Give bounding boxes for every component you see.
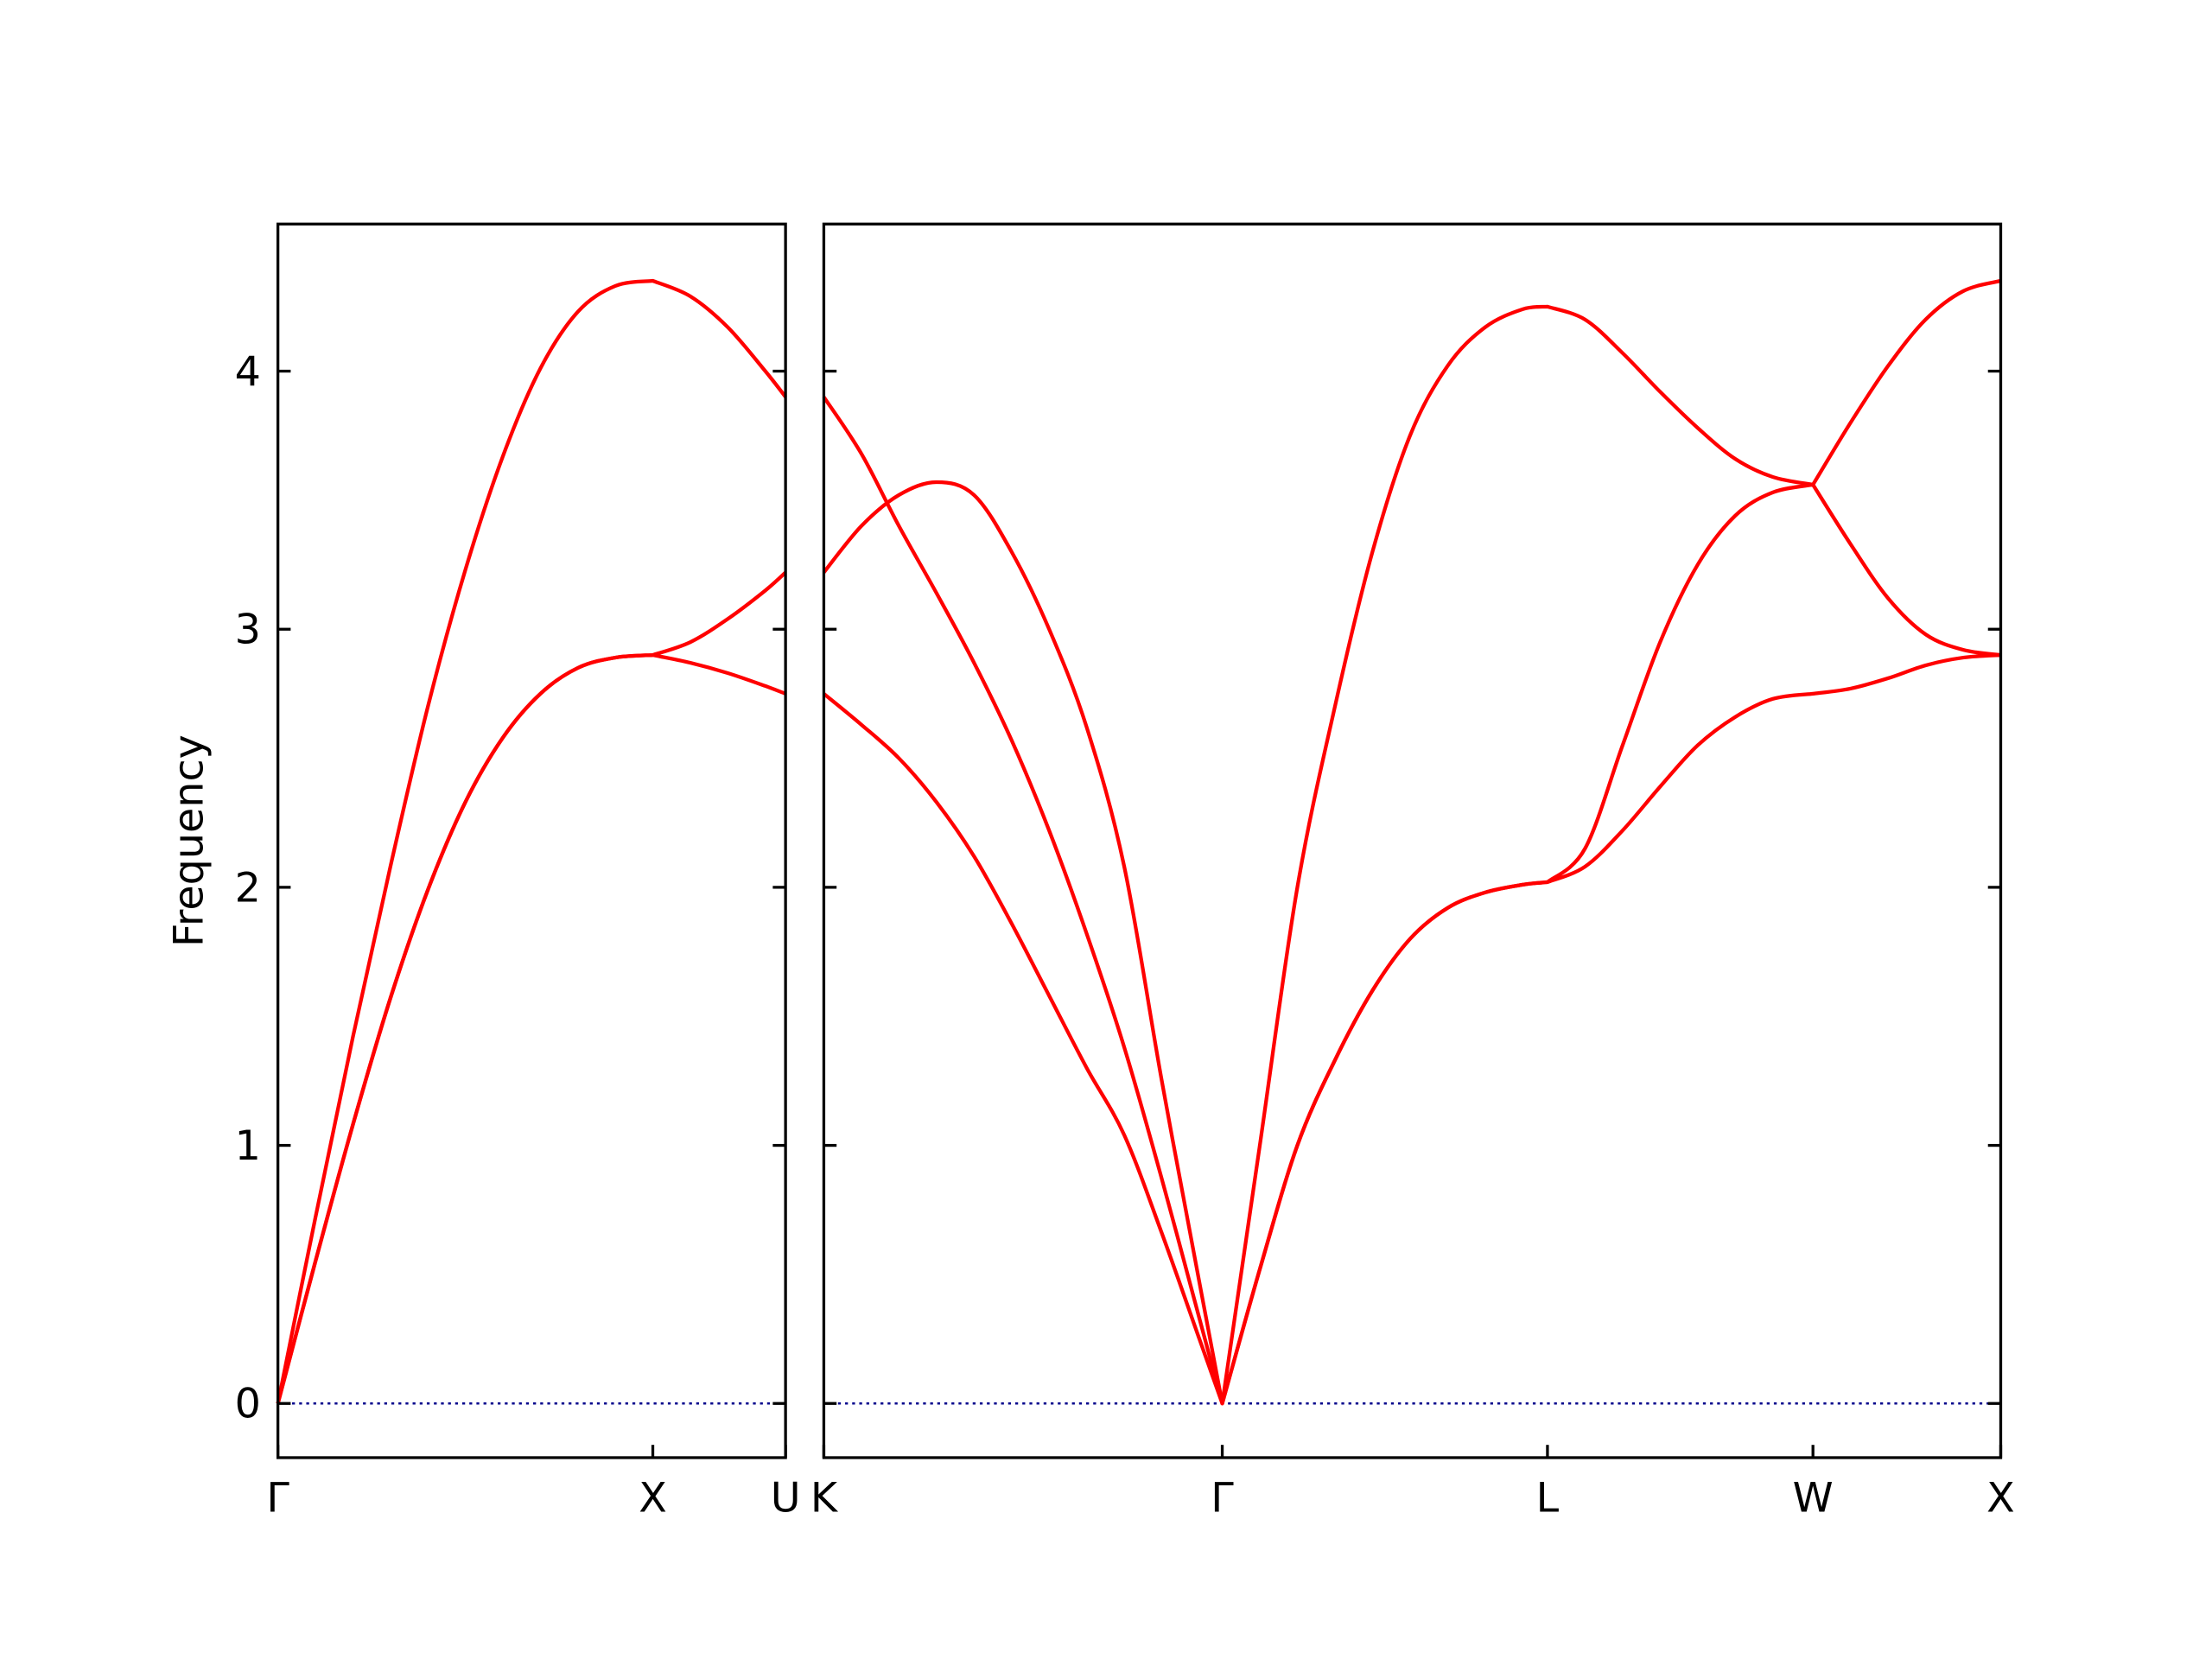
band-line: [823, 652, 2001, 1406]
band-line: [822, 480, 2001, 1406]
band-line: [276, 652, 786, 1404]
band-line: [822, 278, 2002, 1406]
x-tick-label: U: [771, 1474, 801, 1522]
y-tick-label: 2: [235, 864, 261, 912]
y-tick-label: 4: [235, 348, 261, 396]
x-tick-label: Γ: [266, 1474, 289, 1522]
x-tick-label: X: [639, 1474, 667, 1522]
plot-frame: [276, 222, 787, 1459]
plot-frame: [822, 222, 2003, 1459]
x-tick-label: W: [1793, 1474, 1834, 1522]
x-tick-label: L: [1536, 1474, 1560, 1522]
band-line: [276, 570, 787, 1404]
x-tick-label: Γ: [1211, 1474, 1234, 1522]
x-tick-label: X: [1986, 1474, 2015, 1522]
y-tick-label: 1: [235, 1122, 261, 1170]
x-tick-label: K: [810, 1474, 839, 1522]
band-line: [276, 278, 787, 1404]
y-tick-label: 3: [235, 607, 261, 654]
y-tick-label: 0: [235, 1381, 261, 1428]
y-axis-label: Frequency: [166, 734, 213, 947]
